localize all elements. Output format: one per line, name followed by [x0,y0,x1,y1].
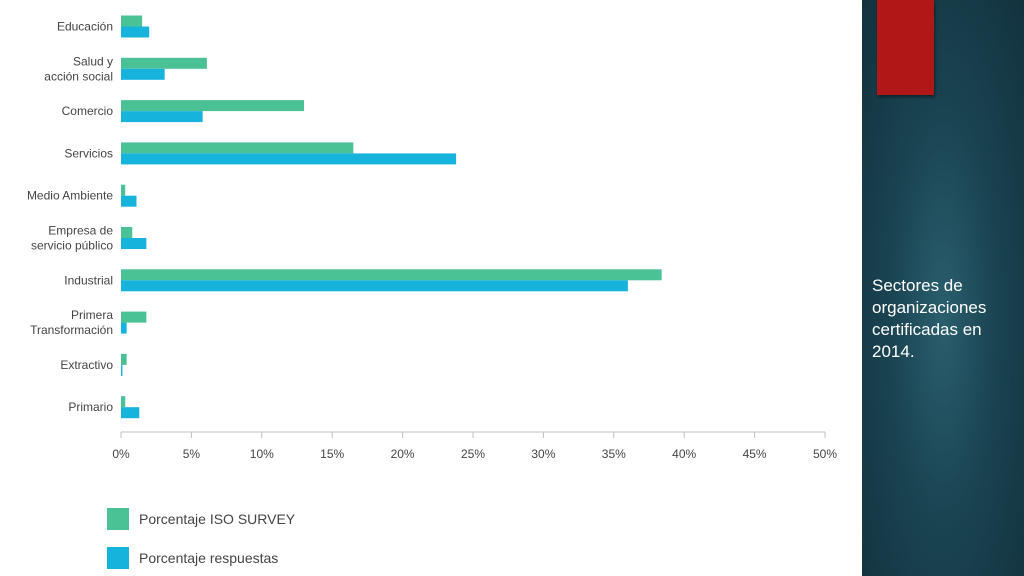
category-label-7: Primera Transformación [30,308,113,337]
red-accent-block [877,0,934,95]
category-label-2: Comercio [62,104,114,118]
bar-iso-survey-8 [121,353,127,365]
x-tick-label-9: 45% [743,447,767,461]
legend-label-0: Porcentaje ISO SURVEY [139,511,296,527]
x-tick-label-6: 30% [531,447,555,461]
x-tick-label-3: 15% [320,447,344,461]
bar-respuestas-4 [121,195,137,207]
category-label-6: Industrial [64,273,113,287]
slide-caption: Sectores de organizaciones certificadas … [872,276,987,361]
category-label-1: Salud y acción social [44,54,113,83]
bar-respuestas-8 [121,364,123,376]
bar-iso-survey-5 [121,227,133,238]
legend-swatch-1 [107,547,129,569]
x-tick-label-8: 40% [672,447,696,461]
bar-chart: Educación Salud y acción social Comercio Ser… [27,15,837,569]
bar-respuestas-0 [121,26,150,38]
bar-respuestas-5 [121,238,147,249]
x-tick-label-4: 20% [391,447,415,461]
bar-iso-survey-4 [121,184,126,196]
x-tick-label-2: 10% [250,447,274,461]
bar-iso-survey-6 [121,269,662,281]
legend-swatch-0 [107,508,129,530]
category-label-4: Medio Ambiente [27,189,113,203]
bar-iso-survey-7 [121,311,147,323]
bar-iso-survey-2 [121,100,305,112]
bar-respuestas-6 [121,280,628,292]
bar-respuestas-3 [121,153,457,165]
x-tick-label-1: 5% [183,447,201,461]
bar-respuestas-7 [121,322,127,334]
category-label-8: Extractivo [60,358,113,372]
category-label-9: Primario [68,400,113,414]
x-tick-label-7: 35% [602,447,626,461]
category-label-5: Empresa de servicio público [31,224,113,253]
x-tick-label-0: 0% [112,447,130,461]
bar-respuestas-9 [121,407,140,419]
bar-respuestas-2 [121,111,203,123]
legend-label-1: Porcentaje respuestas [139,550,278,566]
bar-respuestas-1 [121,68,165,80]
bar-iso-survey-0 [121,15,143,27]
bar-iso-survey-3 [121,142,354,154]
bar-iso-survey-9 [121,396,126,408]
category-label-0: Educación [57,20,113,34]
side-panel: Sectores de organizaciones certificadas … [862,0,1024,576]
category-label-3: Servicios [64,146,113,160]
x-tick-label-5: 25% [461,447,485,461]
bar-iso-survey-1 [121,57,207,69]
x-tick-label-10: 50% [813,447,837,461]
